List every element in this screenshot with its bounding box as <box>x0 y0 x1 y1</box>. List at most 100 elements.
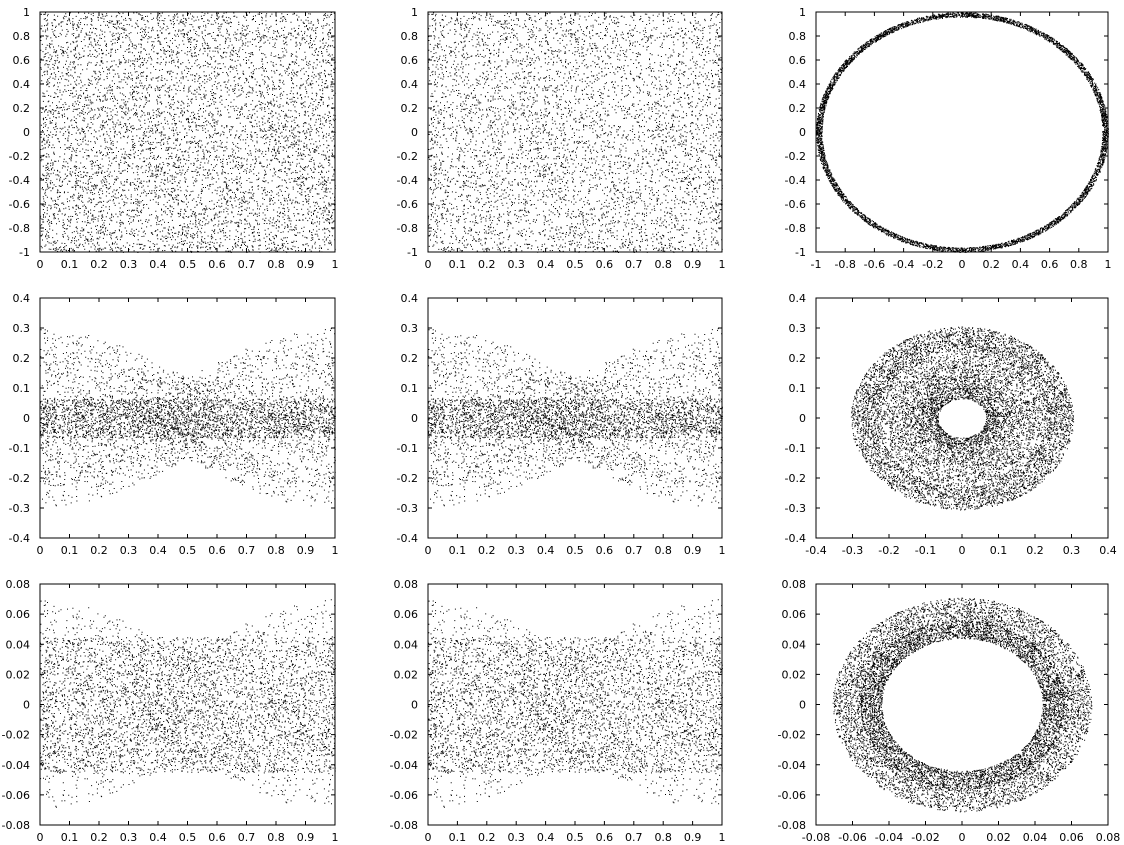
x-tick-label: -0.8 <box>834 258 855 271</box>
x-tick-label: 0.7 <box>625 831 643 844</box>
x-tick-label: 0.02 <box>986 831 1011 844</box>
x-tick-label: -1 <box>811 258 822 271</box>
y-tick-label: -0.06 <box>2 789 30 802</box>
x-tick-label: 0.2 <box>478 544 496 557</box>
x-tick-label: 0.5 <box>179 544 197 557</box>
y-tick-label: -0.2 <box>785 472 806 485</box>
y-tick-label: -1 <box>19 246 30 259</box>
y-tick-label: 0.8 <box>13 30 31 43</box>
y-tick-label: 0.2 <box>13 102 31 115</box>
x-tick-label: 0.2 <box>90 544 108 557</box>
y-tick-label: 0.08 <box>6 578 31 591</box>
y-tick-label: 0.04 <box>6 638 31 651</box>
y-tick-label: -0.3 <box>397 502 418 515</box>
y-tick-label: -0.4 <box>9 174 30 187</box>
x-tick-label: -0.4 <box>893 258 914 271</box>
x-tick-label: 0.7 <box>238 544 256 557</box>
x-tick-label: 0.8 <box>654 831 672 844</box>
y-tick-label: 0 <box>411 699 418 712</box>
x-tick-label: 1 <box>332 544 339 557</box>
y-tick-label: -1 <box>795 246 806 259</box>
x-tick-label: 0.8 <box>654 258 672 271</box>
x-tick-label: 0.6 <box>596 258 614 271</box>
x-tick-label: 0.5 <box>179 258 197 271</box>
y-tick-label: -0.3 <box>785 502 806 515</box>
x-tick-label: 0.9 <box>297 258 315 271</box>
x-tick-label: 0 <box>959 831 966 844</box>
x-tick-label: 0.9 <box>684 258 702 271</box>
x-tick-label: 0 <box>959 544 966 557</box>
y-tick-label: 0.2 <box>13 352 31 365</box>
x-tick-label: 0.6 <box>208 258 226 271</box>
y-tick-label: -0.2 <box>9 150 30 163</box>
y-tick-label: 1 <box>799 6 806 19</box>
y-tick-label: -0.1 <box>9 442 30 455</box>
x-tick-label: 0.1 <box>449 831 467 844</box>
scatter-panel-9: -0.08 -0.06 -0.04 -0.02 0 0.02 0.04 0.06 0.08 0.0… <box>778 578 1121 844</box>
x-tick-label: 0.04 <box>1023 831 1048 844</box>
x-tick-label: -0.6 <box>864 258 885 271</box>
y-tick-label: 1 <box>23 6 30 19</box>
x-tick-label: 0.3 <box>507 258 525 271</box>
y-tick-label: -1 <box>407 246 418 259</box>
y-tick-label: 0.02 <box>394 668 419 681</box>
x-tick-label: 0 <box>37 258 44 271</box>
x-tick-label: -0.3 <box>842 544 863 557</box>
y-tick-label: -0.6 <box>785 198 806 211</box>
y-tick-label: -0.06 <box>390 789 418 802</box>
x-tick-label: 0.9 <box>684 544 702 557</box>
x-tick-label: 0.4 <box>537 831 555 844</box>
y-tick-label: 0.2 <box>401 352 419 365</box>
x-tick-label: 0.9 <box>297 831 315 844</box>
x-tick-label: 0.3 <box>120 544 138 557</box>
x-tick-label: 0.8 <box>654 544 672 557</box>
x-tick-label: 0 <box>425 544 432 557</box>
x-tick-label: 0.1 <box>61 544 79 557</box>
x-tick-label: 0.9 <box>684 831 702 844</box>
y-tick-label: 0.06 <box>782 608 807 621</box>
y-tick-label: 0.3 <box>401 322 419 335</box>
x-tick-label: -0.08 <box>802 831 830 844</box>
x-tick-label: 0.8 <box>267 831 285 844</box>
y-tick-label: 0.2 <box>789 352 807 365</box>
y-tick-label: -0.8 <box>397 222 418 235</box>
x-tick-label: 0 <box>37 544 44 557</box>
x-tick-label: 0.3 <box>507 831 525 844</box>
x-tick-label: 0.8 <box>1070 258 1088 271</box>
y-tick-label: 0 <box>23 126 30 139</box>
x-tick-label: 0.5 <box>566 544 584 557</box>
x-tick-label: 0.3 <box>507 544 525 557</box>
x-tick-label: 0.7 <box>238 258 256 271</box>
scatter-panel-5: 0 0.1 0.2 0.3 0.4 0.5 0.6 0.7 0.8 0.9 1 0.4 0.3 0.2 0.… <box>397 292 726 557</box>
scatter-panel-2: 0 0.1 0.2 0.3 0.4 0.5 0.6 0.7 0.8 0.9 1 1 0.8 0.6 0.4 0… <box>397 6 726 271</box>
y-tick-label: 0.8 <box>789 30 807 43</box>
x-tick-label: -0.2 <box>922 258 943 271</box>
x-tick-label: 0.1 <box>990 544 1008 557</box>
x-tick-label: 0.2 <box>90 831 108 844</box>
x-tick-label: 0.7 <box>625 258 643 271</box>
x-tick-label: 0 <box>37 831 44 844</box>
scatter-points <box>850 326 1075 511</box>
y-tick-label: -0.2 <box>9 472 30 485</box>
scatter-points <box>428 599 723 808</box>
x-tick-label: -0.02 <box>911 831 939 844</box>
x-tick-label: 0.2 <box>982 258 1000 271</box>
x-tick-label: 0.5 <box>566 258 584 271</box>
y-tick-label: 1 <box>411 6 418 19</box>
y-tick-label: 0.1 <box>13 382 31 395</box>
x-tick-label: 0.3 <box>120 831 138 844</box>
x-tick-label: 1 <box>332 831 339 844</box>
scatter-points <box>428 12 723 253</box>
y-tick-label: -0.08 <box>390 819 418 832</box>
x-tick-label: 0.1 <box>449 544 467 557</box>
y-tick-label: -0.4 <box>785 532 806 545</box>
scatter-points <box>40 12 336 253</box>
y-tick-label: 0.2 <box>401 102 419 115</box>
y-tick-label: -0.08 <box>778 819 806 832</box>
x-tick-label: 0.2 <box>1026 544 1044 557</box>
y-tick-label: 0.02 <box>6 668 31 681</box>
y-tick-label: -0.2 <box>397 150 418 163</box>
y-tick-label: 0.08 <box>782 578 807 591</box>
y-tick-label: 0.3 <box>13 322 31 335</box>
